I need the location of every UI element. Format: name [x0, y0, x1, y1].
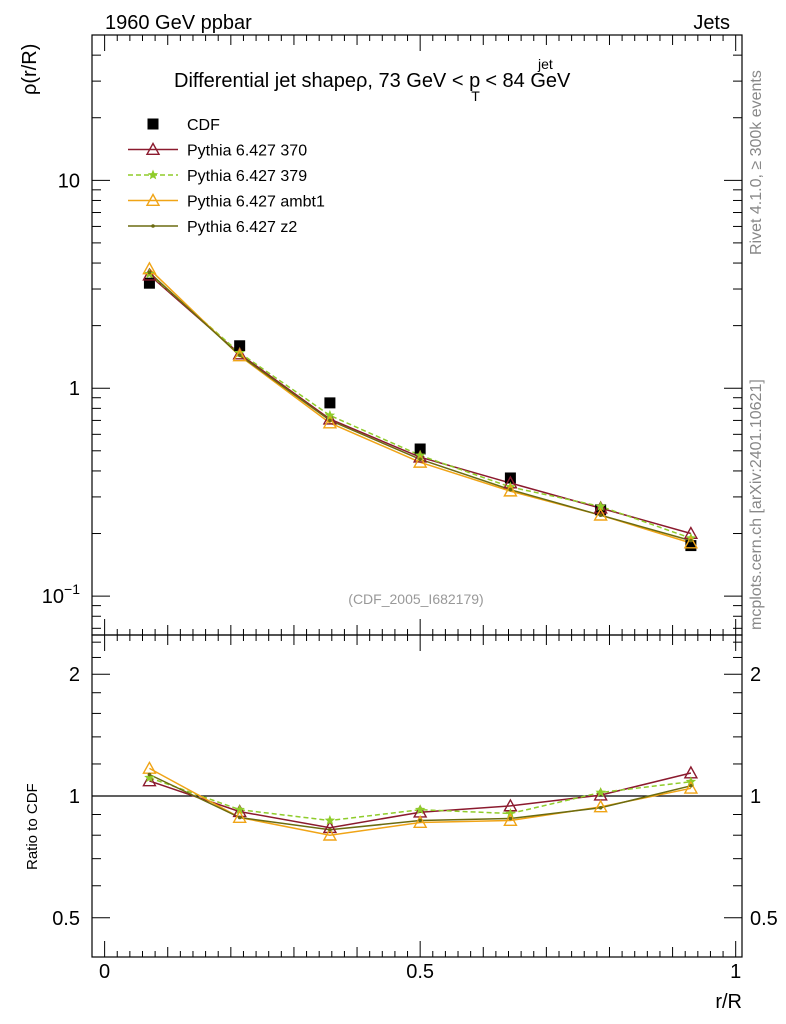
legend-label-p379: Pythia 6.427 379: [187, 168, 307, 185]
main-line-z2: [148, 272, 692, 542]
legend: CDF Pythia 6.427 370 Pythia 6.427 379 Pythi…: [128, 117, 325, 236]
ratio-point-p370: [683, 765, 699, 779]
main-point-p370: [593, 500, 608, 514]
ratio-y-axis-label: Ratio to CDF: [24, 783, 41, 870]
ratio-point-z2: [418, 818, 422, 823]
main-line-p379: [148, 273, 692, 539]
main-point-cdf: [143, 277, 155, 289]
main-point-cdf: [685, 540, 697, 552]
ratio-point-z2: [237, 815, 242, 820]
legend-marker-ambt1: [145, 193, 161, 207]
x-tick-label: 0.5: [406, 961, 434, 983]
main-point-p370: [232, 346, 247, 360]
main-series-group: [142, 261, 699, 552]
ratio-point-z2: [508, 816, 513, 821]
ratio-point-p379: [324, 815, 336, 825]
ratio-point-p379: [414, 804, 426, 815]
ratio-point-z2: [689, 783, 693, 788]
ratio-point-ambt1: [683, 780, 699, 794]
ratio-point-p370: [322, 820, 338, 834]
ratio-point-p379: [595, 787, 606, 797]
legend-marker-cdf: [147, 118, 159, 130]
ratio-point-z2: [147, 772, 152, 777]
mcplots-credit-label: mcplots.cern.ch [arXiv:2401.10621]: [748, 379, 765, 630]
plot-title-subscript: T: [471, 88, 480, 104]
main-point-ambt1: [593, 507, 608, 521]
legend-marker-p370: [145, 142, 161, 156]
ratio-point-ambt1: [412, 815, 428, 829]
main-point-z2: [418, 457, 422, 462]
legend-label-p370: Pythia 6.427 370: [187, 143, 307, 160]
ratio-point-p370: [142, 773, 157, 787]
ratio-y-tick-label-right: 2: [750, 664, 761, 686]
main-y-tick-label: 10: [58, 170, 80, 192]
analysis-id-label: (CDF_2005_I682179): [348, 591, 483, 607]
main-point-cdf: [414, 443, 426, 455]
main-point-p370: [142, 267, 157, 281]
ratio-line-ambt1: [149, 767, 692, 836]
main-point-ambt1: [232, 348, 247, 362]
legend-label-ambt1: Pythia 6.427 ambt1: [187, 194, 325, 211]
header-collision-label: 1960 GeV ppbar: [105, 12, 252, 34]
ratio-line-p379: [149, 776, 691, 822]
ratio-point-ambt1: [593, 799, 608, 813]
main-point-p379: [414, 449, 426, 460]
ratio-point-p379: [144, 772, 155, 783]
main-point-z2: [147, 270, 152, 275]
ratio-y-tick-label-right: 0.5: [750, 908, 778, 930]
main-point-p370: [412, 449, 428, 463]
ratio-point-z2: [328, 828, 332, 832]
legend-label-cdf: CDF: [187, 117, 220, 134]
ratio-point-z2: [598, 806, 603, 810]
plot-title-superscript: jet: [537, 56, 553, 72]
plot-title-tail: < 84 GeV: [480, 70, 571, 92]
main-point-cdf: [234, 340, 246, 352]
main-y-tick-label: 1: [69, 378, 80, 400]
main-point-z2: [598, 513, 603, 517]
legend-marker-z2: [151, 224, 155, 228]
main-point-z2: [508, 487, 513, 492]
rivet-version-label: Rivet 4.1.0, ≥ 300k events: [748, 70, 765, 255]
ratio-series-group: [142, 760, 699, 841]
ratio-point-ambt1: [503, 813, 518, 826]
main-point-p379: [324, 409, 336, 420]
plot-title-main: Differential jet shapeρ, 73 GeV < p: [174, 70, 480, 92]
ratio-point-p379: [234, 804, 245, 815]
header-category-label: Jets: [693, 12, 730, 34]
legend-marker-p379: [147, 169, 159, 180]
x-axis-label: r/R: [715, 991, 742, 1013]
main-point-z2: [237, 353, 242, 358]
main-point-z2: [328, 418, 332, 423]
ratio-point-ambt1: [232, 810, 247, 823]
ratio-point-p379: [505, 808, 516, 818]
main-point-ambt1: [683, 535, 699, 549]
x-tick-label: 1: [730, 961, 741, 983]
main-y-tick-label: 10−1: [42, 581, 80, 608]
ratio-axes: 0 0.5 1 2 2 1 1 0.5 0.5: [52, 635, 778, 983]
ratio-y-tick-label-left: 1: [69, 786, 80, 808]
main-y-axis-label: ρ(r/R): [19, 44, 41, 95]
main-line-ambt1: [148, 268, 692, 544]
ratio-point-ambt1: [142, 760, 157, 774]
ratio-y-tick-label-right: 1: [750, 786, 761, 808]
main-axes: 10 1 10−1: [42, 34, 742, 635]
ratio-y-tick-label-left: 0.5: [52, 908, 80, 930]
main-point-p370: [322, 411, 338, 425]
main-point-ambt1: [322, 415, 338, 429]
main-point-ambt1: [412, 454, 428, 468]
ratio-y-tick-label-left: 2: [69, 664, 80, 686]
ratio-point-ambt1: [322, 827, 338, 841]
main-point-p379: [595, 500, 606, 511]
main-point-cdf: [324, 397, 336, 409]
main-point-ambt1: [503, 483, 518, 497]
x-tick-label: 0: [99, 961, 110, 983]
main-line-p370: [148, 274, 692, 535]
main-point-z2: [689, 538, 693, 543]
legend-label-z2: Pythia 6.427 z2: [187, 219, 297, 236]
